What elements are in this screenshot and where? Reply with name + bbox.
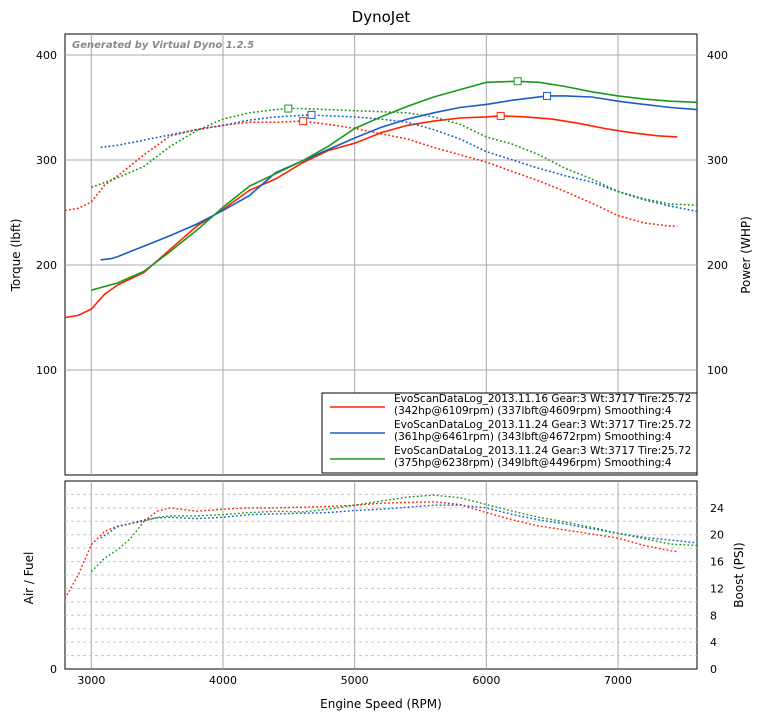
peak-torque-marker <box>299 117 308 126</box>
y-axis-label-air-fuel: Air / Fuel <box>22 552 36 605</box>
power-tick-label: 100 <box>707 364 728 377</box>
lower-grid <box>65 481 697 669</box>
x-tick-label: 6000 <box>472 674 500 687</box>
torque-series-line <box>100 114 698 213</box>
power-series-line <box>91 80 698 291</box>
y-axis-label-power: Power (WHP) <box>739 216 753 294</box>
torque-tick-label: 400 <box>36 49 57 62</box>
peak-power-marker <box>513 77 522 86</box>
torque-tick-label: 300 <box>36 154 57 167</box>
legend: EvoScanDataLog_2013.11.16 Gear:3 Wt:3717… <box>321 392 698 474</box>
torque-tick-label: 200 <box>36 259 57 272</box>
power-series-line <box>64 115 678 319</box>
boost-tick-label: 12 <box>710 582 724 595</box>
peak-torque-marker <box>307 110 316 119</box>
torque-series-line <box>91 107 698 206</box>
y-axis-label-torque: Torque (lbft) <box>9 219 23 293</box>
boost-tick-label: 0 <box>710 663 717 676</box>
peak-power-marker <box>543 91 552 100</box>
legend-label: EvoScanDataLog_2013.11.24 Gear:3 Wt:3717… <box>394 445 691 457</box>
air-fuel-tick-label: 0 <box>50 663 57 676</box>
x-tick-label: 3000 <box>77 674 105 687</box>
power-tick-label: 200 <box>707 259 728 272</box>
boost-series-line <box>90 494 698 573</box>
marker-layer <box>284 77 552 126</box>
chart-title: DynoJet <box>352 8 411 26</box>
lower-plot-frame <box>64 480 698 670</box>
x-tick-label: 5000 <box>341 674 369 687</box>
legend-label: (361hp@6461rpm) (343lbft@4672rpm) Smooth… <box>394 431 672 443</box>
boost-series-line <box>64 501 678 599</box>
peak-power-marker <box>496 111 505 120</box>
peak-torque-marker <box>284 104 293 113</box>
boost-series-line <box>100 504 698 544</box>
torque-tick-label: 100 <box>36 364 57 377</box>
boost-tick-label: 20 <box>710 529 724 542</box>
power-series-line <box>100 95 698 261</box>
legend-label: EvoScanDataLog_2013.11.16 Gear:3 Wt:3717… <box>394 393 691 405</box>
power-tick-label: 300 <box>707 154 728 167</box>
series-layer <box>64 80 698 599</box>
watermark-text: Generated by Virtual Dyno 1.2.5 <box>72 40 254 51</box>
legend-label: (375hp@6238rpm) (349lbft@4496rpm) Smooth… <box>394 457 672 469</box>
legend-label: (342hp@6109rpm) (337lbft@4609rpm) Smooth… <box>394 405 672 417</box>
boost-tick-label: 24 <box>710 502 724 515</box>
power-tick-label: 400 <box>707 49 728 62</box>
x-tick-label: 7000 <box>604 674 632 687</box>
y-axis-label-boost: Boost (PSI) <box>732 542 746 607</box>
x-tick-label: 4000 <box>209 674 237 687</box>
boost-tick-label: 16 <box>710 556 724 569</box>
boost-tick-label: 8 <box>710 609 717 622</box>
boost-tick-label: 4 <box>710 636 717 649</box>
legend-label: EvoScanDataLog_2013.11.24 Gear:3 Wt:3717… <box>394 419 691 431</box>
x-axis-label: Engine Speed (RPM) <box>320 697 442 711</box>
